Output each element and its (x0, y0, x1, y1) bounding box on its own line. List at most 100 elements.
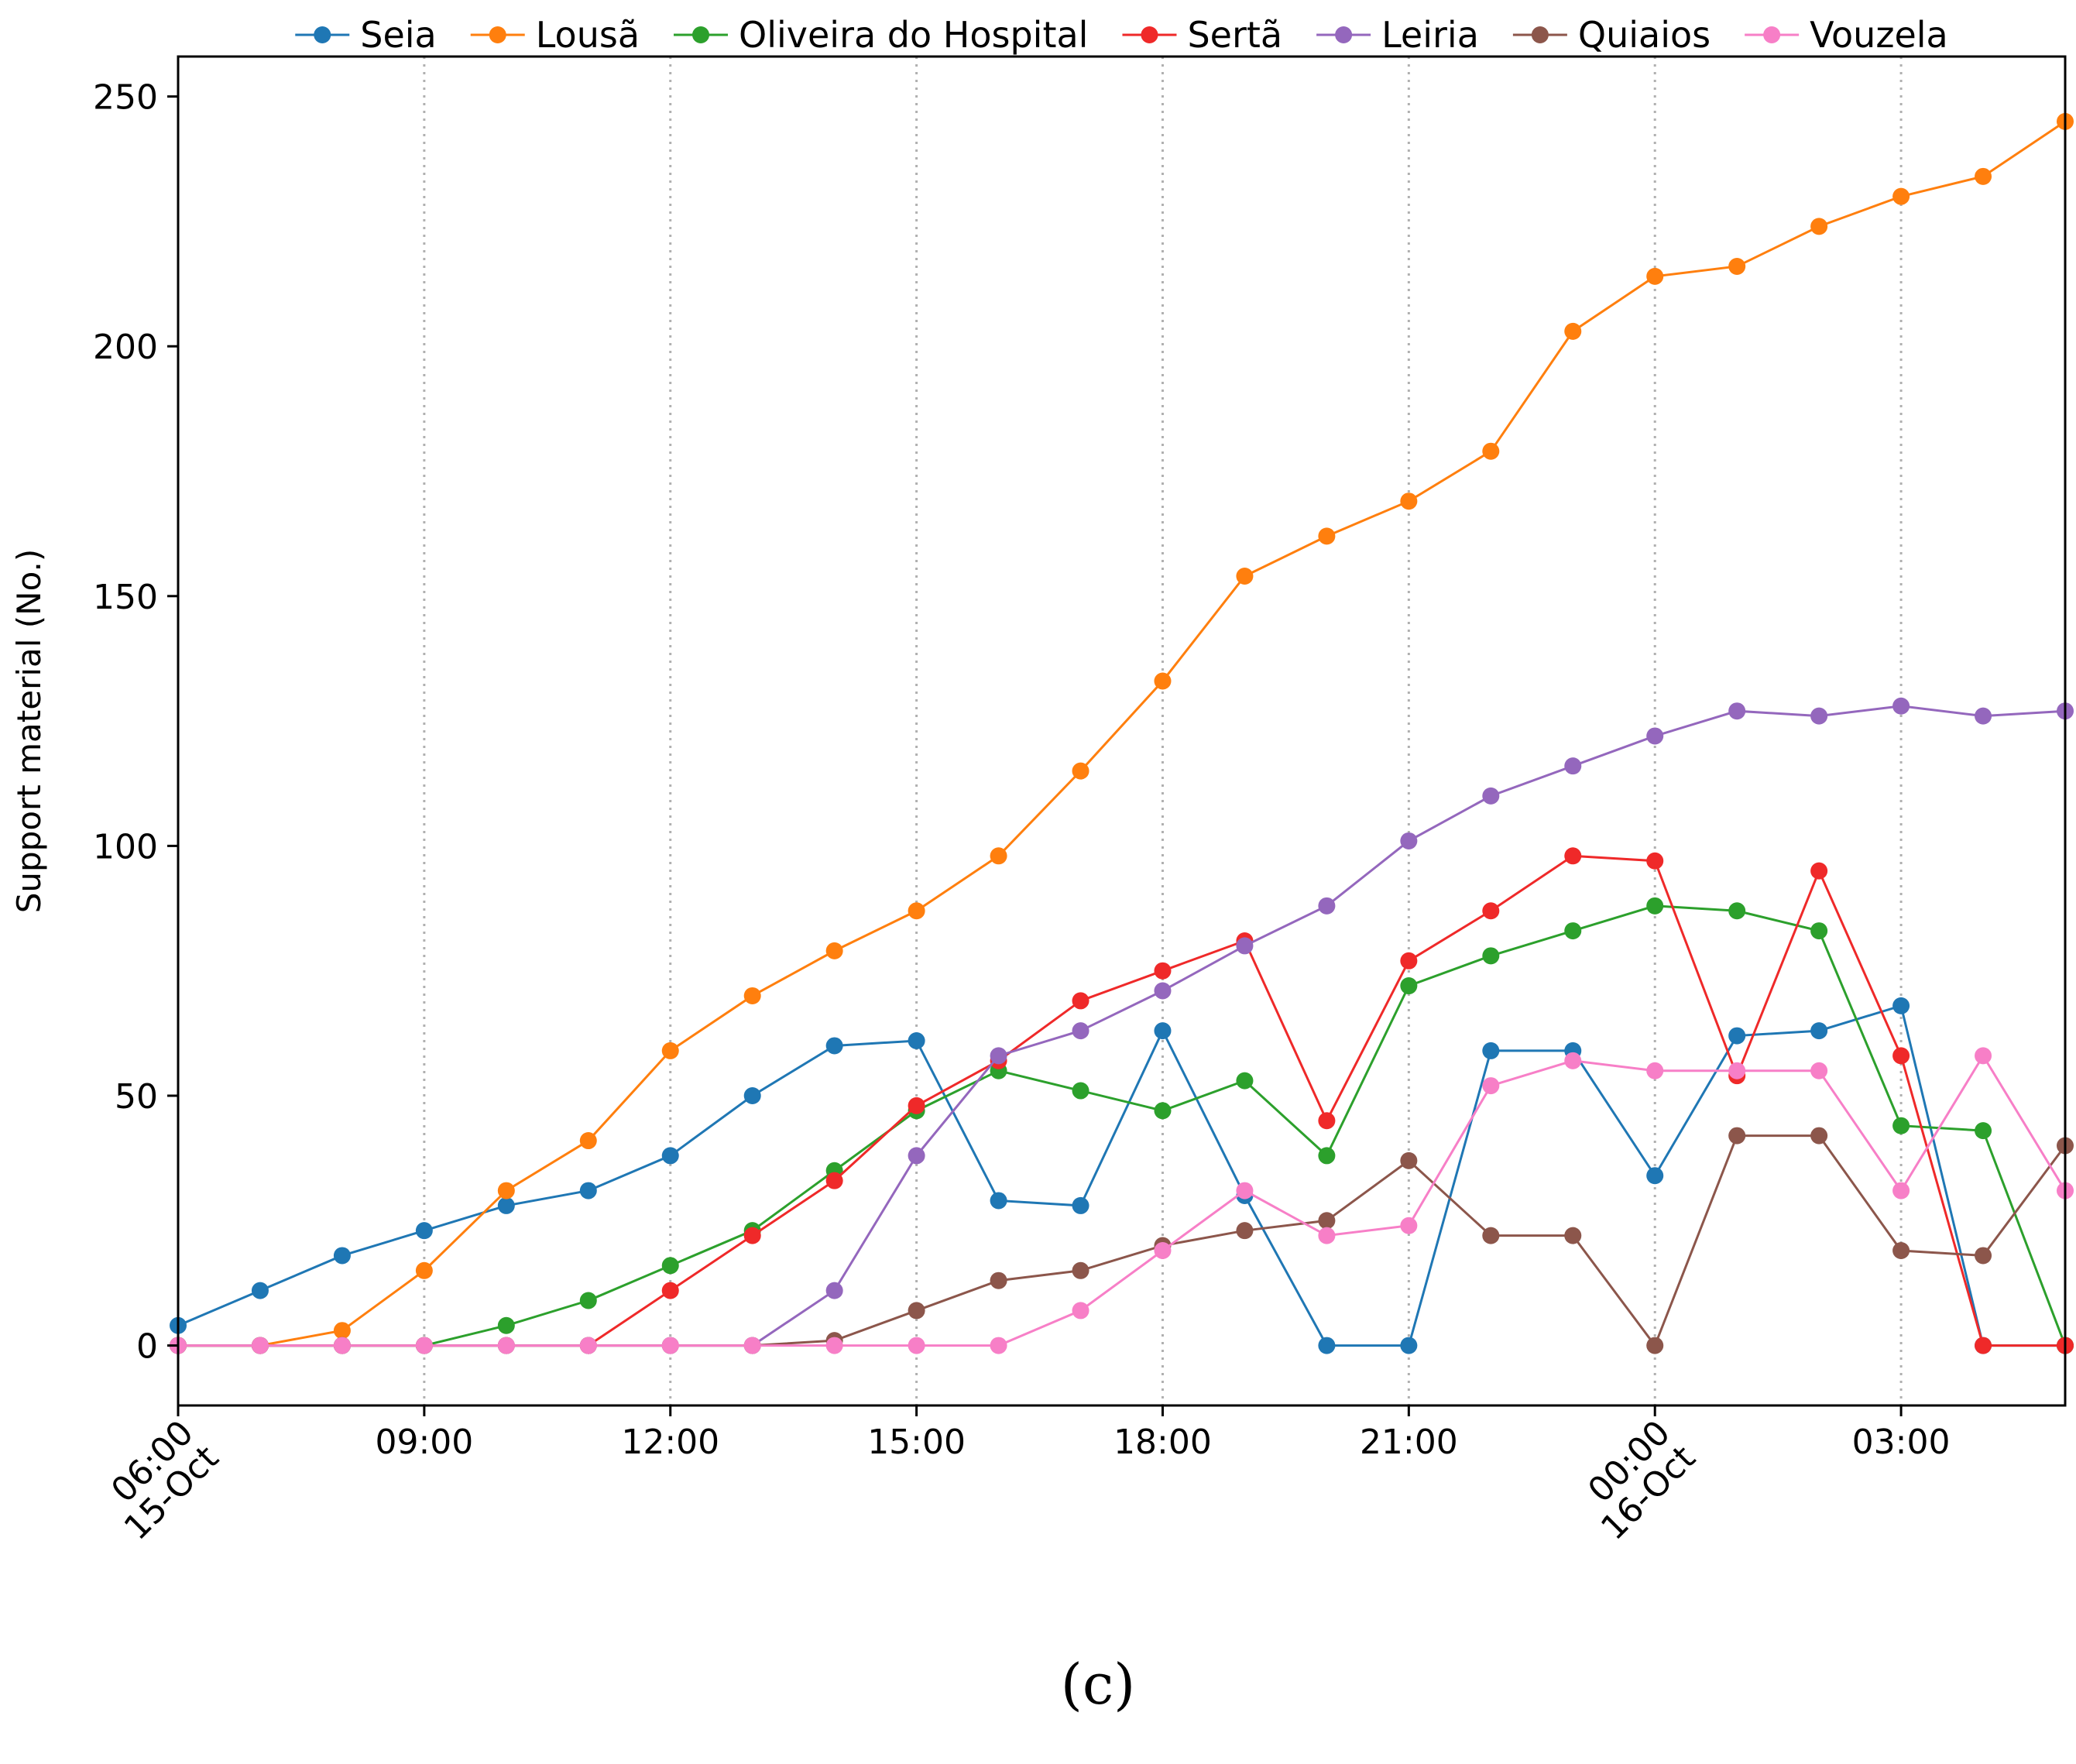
series-5-point-21 (1892, 1241, 1910, 1259)
series-line-5 (178, 1134, 2067, 1348)
legend-label-4: Leiria (1381, 14, 1479, 56)
series-2-point-11 (1072, 1082, 1089, 1100)
series-0-point-5 (579, 1182, 597, 1199)
y-axis: 0 50 100 150 200 250 (93, 78, 178, 1367)
series-4-point-14 (1318, 897, 1336, 915)
series-5-point-20 (1810, 1127, 1828, 1145)
series-line-0 (177, 1004, 2065, 1347)
series-4-point-16 (1482, 787, 1500, 805)
series-1-point-12 (1154, 672, 1172, 690)
series-6-point-5 (579, 1337, 597, 1354)
series-line-4 (178, 705, 2066, 1347)
y-tick-label-4: 200 (93, 328, 158, 367)
series-0-point-1 (251, 1282, 269, 1299)
series-0-point-4 (497, 1196, 515, 1214)
x-tick-label-1: 09:00 (375, 1423, 473, 1462)
series-layer (170, 112, 2074, 1354)
series-1-point-11 (1072, 762, 1089, 780)
series-0-point-10 (990, 1192, 1007, 1210)
series-0-point-7 (743, 1086, 761, 1104)
legend-label-0: Seia (360, 14, 436, 56)
series-0-point-18 (1646, 1167, 1664, 1185)
x-tick-label-7: 03:00 (1852, 1423, 1951, 1462)
series-6-point-7 (743, 1337, 761, 1354)
series-6-point-9 (908, 1337, 925, 1354)
series-1-point-22 (1975, 167, 1992, 185)
series-6-point-2 (333, 1337, 351, 1354)
x-axis: 06:0015-Oct 09:00 12:00 15:00 18:00 21:00 00:0… (104, 1405, 1951, 1548)
series-4-point-9 (908, 1147, 925, 1165)
series-6-point-20 (1810, 1062, 1828, 1079)
series-4 (170, 697, 2074, 1354)
series-1-point-16 (1482, 442, 1500, 460)
series-0-point-21 (1892, 997, 1910, 1014)
y-axis-label: Support material (No.) (10, 549, 48, 914)
series-6-point-1 (251, 1337, 269, 1354)
series-1-point-18 (1646, 267, 1664, 285)
legend-entry-1: Lousã (470, 14, 640, 56)
series-5-point-22 (1975, 1247, 1992, 1265)
series-4-point-13 (1236, 937, 1254, 955)
legend-entry-4: Leiria (1316, 14, 1479, 56)
series-6-point-18 (1646, 1062, 1664, 1079)
series-4-point-19 (1728, 702, 1746, 720)
legend-swatch-marker-2 (692, 26, 710, 43)
series-2-point-21 (1892, 1117, 1910, 1134)
series-2-point-19 (1728, 902, 1746, 920)
series-1-point-14 (1318, 527, 1336, 545)
series-3-point-15 (1400, 952, 1418, 970)
series-5-point-13 (1236, 1222, 1254, 1240)
legend-label-2: Oliveira do Hospital (739, 14, 1088, 56)
series-6-point-4 (497, 1337, 515, 1354)
series-6-point-22 (1975, 1047, 1992, 1065)
series-3-point-20 (1810, 862, 1828, 880)
series-1-point-13 (1236, 567, 1254, 585)
series-3-point-18 (1646, 852, 1664, 870)
legend-swatch-marker-5 (1531, 26, 1549, 43)
series-1-point-3 (415, 1261, 433, 1279)
series-6-point-10 (990, 1337, 1007, 1354)
series-3-point-17 (1564, 847, 1582, 865)
series-5-point-15 (1400, 1151, 1418, 1169)
y-tick-label-5: 250 (93, 78, 158, 118)
series-3-point-7 (743, 1227, 761, 1244)
series-6-point-3 (415, 1337, 433, 1354)
series-0-point-9 (908, 1032, 925, 1050)
y-tick-label-1: 50 (115, 1077, 158, 1117)
series-4-point-20 (1810, 707, 1828, 725)
legend-label-1: Lousã (536, 14, 640, 56)
series-1-point-17 (1564, 322, 1582, 340)
legend-swatch-marker-0 (314, 26, 331, 43)
series-3-point-22 (1975, 1337, 1992, 1354)
series-2-point-5 (579, 1292, 597, 1309)
series-4-point-15 (1400, 832, 1418, 849)
legend-swatch-marker-3 (1141, 26, 1158, 43)
legend: Seia Lousã Oliveira do Hospital Sertã Leiria… (295, 14, 1948, 56)
series-3-point-14 (1318, 1112, 1336, 1130)
series-4-point-11 (1072, 1022, 1089, 1040)
series-1-point-20 (1810, 218, 1828, 235)
series-6-point-19 (1728, 1062, 1746, 1079)
series-2-point-15 (1400, 977, 1418, 995)
series-1-point-2 (333, 1322, 351, 1340)
x-tick-label-5: 21:00 (1360, 1423, 1458, 1462)
x-tick-label-4: 18:00 (1113, 1423, 1212, 1462)
x-tick-label-3: 15:00 (867, 1423, 966, 1462)
series-6-point-13 (1236, 1182, 1254, 1199)
series-6-point-15 (1400, 1217, 1418, 1234)
series-1-point-4 (497, 1182, 515, 1199)
legend-label-6: Vouzela (1810, 14, 1948, 56)
series-4-point-12 (1154, 982, 1172, 1000)
series-0-point-14 (1318, 1337, 1336, 1354)
legend-entry-0: Seia (295, 14, 437, 56)
series-2-point-17 (1564, 922, 1582, 940)
figure-caption: (c) (1061, 1652, 1136, 1717)
series-line-6 (178, 1053, 2067, 1347)
series-0-point-19 (1728, 1027, 1746, 1045)
y-tick-label-3: 150 (93, 578, 158, 617)
series-4-point-17 (1564, 757, 1582, 775)
series-0 (170, 997, 2074, 1354)
series-3-point-11 (1072, 992, 1089, 1010)
series-0-point-16 (1482, 1042, 1500, 1059)
